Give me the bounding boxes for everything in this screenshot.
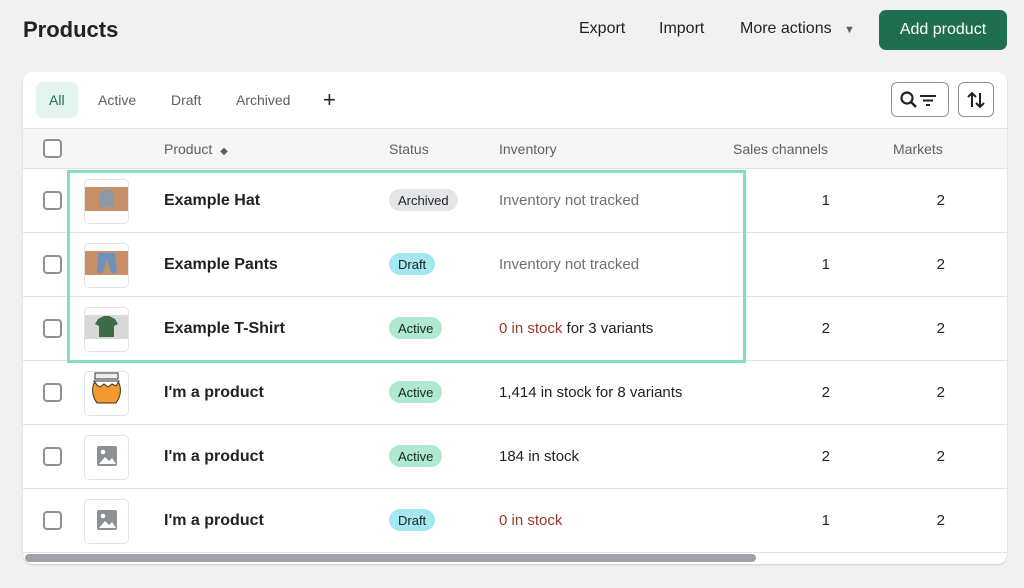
product-name[interactable]: Example T-Shirt bbox=[164, 320, 285, 337]
product-name[interactable]: I'm a product bbox=[164, 384, 264, 401]
placeholder-image-icon bbox=[96, 445, 118, 471]
table-row[interactable]: Example Pants Draft Inventory not tracke… bbox=[23, 233, 1007, 297]
caret-down-icon: ▼ bbox=[844, 24, 855, 36]
select-all-checkbox[interactable] bbox=[43, 139, 62, 158]
add-product-button[interactable]: Add product bbox=[879, 10, 1007, 50]
more-actions-label: More actions bbox=[740, 20, 832, 37]
product-thumbnail bbox=[84, 307, 129, 352]
search-filter-icon bbox=[900, 90, 936, 108]
sales-channels-count: 1 bbox=[821, 512, 830, 529]
product-thumbnail bbox=[84, 499, 129, 544]
inventory-text: Inventory not tracked bbox=[499, 256, 639, 273]
search-filter-button[interactable] bbox=[891, 82, 949, 117]
out-of-stock-text: 0 in stock bbox=[499, 320, 563, 337]
row-checkbox[interactable] bbox=[43, 511, 62, 530]
product-name[interactable]: I'm a product bbox=[164, 448, 264, 465]
status-badge: Archived bbox=[389, 189, 458, 211]
sales-channels-count: 1 bbox=[821, 256, 830, 273]
table-header: Product ◆ Status Inventory Sales channel… bbox=[23, 128, 1007, 169]
product-thumbnail bbox=[84, 243, 129, 288]
inventory-detail: for 3 variants bbox=[562, 320, 654, 337]
export-button[interactable]: Export bbox=[579, 20, 626, 37]
column-product-label: Product bbox=[164, 141, 213, 157]
product-name[interactable]: I'm a product bbox=[164, 512, 264, 529]
table-row[interactable]: I'm a product Active 184 in stock 2 2 bbox=[23, 425, 1007, 489]
page-title: Products bbox=[23, 17, 119, 42]
sort-arrows-icon bbox=[967, 91, 985, 108]
sort-button[interactable] bbox=[958, 82, 994, 117]
column-sales-channels: Sales channels bbox=[733, 141, 828, 157]
tab-active[interactable]: Active bbox=[98, 92, 137, 108]
out-of-stock-text: 0 in stock bbox=[499, 512, 563, 529]
tshirt-image-icon bbox=[85, 308, 128, 351]
status-badge: Active bbox=[389, 317, 443, 339]
sales-channels-count: 2 bbox=[821, 448, 830, 465]
sales-channels-count: 1 bbox=[821, 192, 830, 209]
tab-all[interactable]: All bbox=[36, 82, 78, 118]
product-name[interactable]: Example Pants bbox=[164, 256, 278, 273]
markets-count: 2 bbox=[936, 384, 945, 401]
column-markets: Markets bbox=[893, 141, 943, 157]
markets-count: 2 bbox=[936, 320, 945, 337]
jar-image-icon bbox=[85, 372, 128, 415]
status-badge: Draft bbox=[389, 509, 436, 531]
table-row[interactable]: I'm a product Draft 0 in stock 1 2 bbox=[23, 489, 1007, 553]
row-checkbox[interactable] bbox=[43, 447, 62, 466]
inventory-text: 0 in stock bbox=[499, 512, 562, 529]
more-actions-button[interactable]: More actions ▼ bbox=[740, 20, 855, 38]
inventory-text: Inventory not tracked bbox=[499, 192, 639, 209]
inventory-detail: 184 in stock bbox=[499, 448, 580, 465]
tab-archived[interactable]: Archived bbox=[236, 92, 291, 108]
column-product[interactable]: Product ◆ bbox=[164, 141, 228, 157]
markets-count: 2 bbox=[936, 192, 945, 209]
status-badge: Draft bbox=[389, 253, 436, 275]
inventory-detail: Inventory not tracked bbox=[499, 192, 640, 209]
row-checkbox[interactable] bbox=[43, 319, 62, 338]
column-inventory: Inventory bbox=[499, 141, 557, 157]
row-checkbox[interactable] bbox=[43, 383, 62, 402]
products-table-card: All Active Draft Archived + Product ◆ St… bbox=[23, 72, 1007, 564]
inventory-detail: Inventory not tracked bbox=[499, 256, 640, 273]
inventory-text: 1,414 in stock for 8 variants bbox=[499, 384, 682, 401]
inventory-text: 0 in stock for 3 variants bbox=[499, 320, 653, 337]
status-badge: Active bbox=[389, 381, 443, 403]
row-checkbox[interactable] bbox=[43, 255, 62, 274]
table-row[interactable]: Example T-Shirt Active 0 in stock for 3 … bbox=[23, 297, 1007, 361]
horizontal-scrollbar[interactable] bbox=[25, 554, 756, 562]
placeholder-image-icon bbox=[96, 509, 118, 535]
add-tab-plus-icon[interactable]: + bbox=[323, 87, 336, 112]
status-badge: Active bbox=[389, 445, 443, 467]
product-thumbnail bbox=[84, 435, 129, 480]
table-row[interactable]: I'm a product Active 1,414 in stock for … bbox=[23, 361, 1007, 425]
product-thumbnail bbox=[84, 371, 129, 416]
row-checkbox[interactable] bbox=[43, 191, 62, 210]
sales-channels-count: 2 bbox=[821, 384, 830, 401]
markets-count: 2 bbox=[936, 448, 945, 465]
markets-count: 2 bbox=[936, 512, 945, 529]
product-name[interactable]: Example Hat bbox=[164, 192, 261, 209]
product-thumbnail bbox=[84, 179, 129, 224]
inventory-text: 184 in stock bbox=[499, 448, 579, 465]
import-button[interactable]: Import bbox=[659, 20, 705, 37]
sales-channels-count: 2 bbox=[821, 320, 830, 337]
table-row[interactable]: Example Hat Archived Inventory not track… bbox=[23, 169, 1007, 233]
hat-image-icon bbox=[85, 180, 128, 223]
column-status: Status bbox=[389, 141, 429, 157]
tab-draft[interactable]: Draft bbox=[171, 92, 202, 108]
sort-icon: ◆ bbox=[220, 146, 228, 157]
inventory-detail: 1,414 in stock for 8 variants bbox=[499, 384, 683, 401]
pants-image-icon bbox=[85, 244, 128, 287]
markets-count: 2 bbox=[936, 256, 945, 273]
